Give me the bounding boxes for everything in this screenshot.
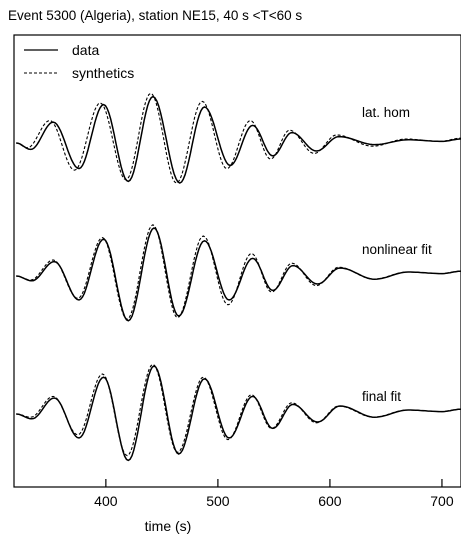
x-tick-label-400: 400: [94, 493, 118, 509]
plot-frame: [13, 34, 461, 488]
trace-label-nonlinear-fit: nonlinear fit: [362, 242, 432, 257]
chart-title: Event 5300 (Algeria), station NE15, 40 s…: [8, 8, 302, 23]
legend-data-label: data: [72, 42, 99, 58]
synthetics-trace-nonlinear-fit: [16, 224, 461, 320]
x-axis: 400 500 600 700: [94, 479, 454, 509]
trace-label-final-fit: final fit: [362, 389, 401, 404]
synthetics-trace-lat-hom: [16, 92, 461, 184]
trace-group: [16, 92, 461, 462]
x-tick-label-600: 600: [318, 493, 342, 509]
trace-label-lat-hom: lat. hom: [362, 105, 410, 120]
x-tick-label-500: 500: [206, 493, 230, 509]
legend-synthetics-label: synthetics: [72, 65, 134, 81]
legend: data synthetics: [24, 42, 134, 81]
x-tick-label-700: 700: [430, 493, 454, 509]
synthetics-trace-final-fit: [16, 363, 461, 457]
x-axis-label: time (s): [145, 518, 192, 534]
data-trace-lat-hom: [16, 95, 461, 184]
data-trace-final-fit: [16, 365, 461, 462]
